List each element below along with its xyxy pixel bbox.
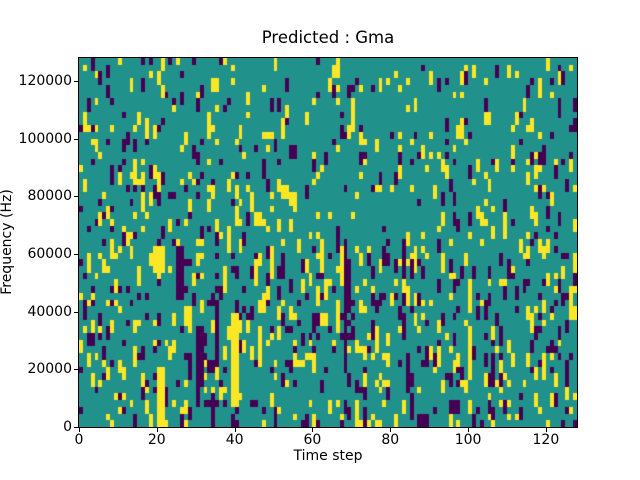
x-tick-mark [157,428,158,432]
y-tick-label: 0 [63,419,72,435]
y-tick-label: 20000 [27,361,72,378]
y-tick-label: 100000 [18,130,72,147]
y-tick-label: 60000 [27,246,72,263]
x-axis-label: Time step [293,448,363,464]
heatmap-canvas [79,58,577,427]
y-axis-label: Frequency (Hz) [0,189,15,295]
y-tick-mark [74,254,78,255]
x-tick-label: 120 [532,432,560,448]
plot-title: Predicted : Gma [261,28,395,47]
y-tick-mark [74,196,78,197]
x-tick-label: 0 [74,432,84,448]
x-tick-mark [235,428,236,432]
x-tick-mark [468,428,469,432]
y-tick-label: 120000 [18,73,72,90]
y-tick-mark [74,81,78,82]
x-tick-label: 100 [454,432,482,448]
x-tick-mark [312,428,313,432]
y-tick-mark [74,139,78,140]
x-tick-mark [390,428,391,432]
x-tick-label: 40 [225,432,244,448]
y-tick-mark [74,369,78,370]
y-tick-mark [74,427,78,428]
y-tick-label: 40000 [27,303,72,320]
x-tick-mark [79,428,80,432]
x-tick-label: 20 [147,432,166,448]
x-tick-label: 60 [303,432,322,448]
x-tick-mark [546,428,547,432]
y-tick-mark [74,312,78,313]
x-tick-label: 80 [381,432,400,448]
y-tick-label: 80000 [27,188,72,205]
